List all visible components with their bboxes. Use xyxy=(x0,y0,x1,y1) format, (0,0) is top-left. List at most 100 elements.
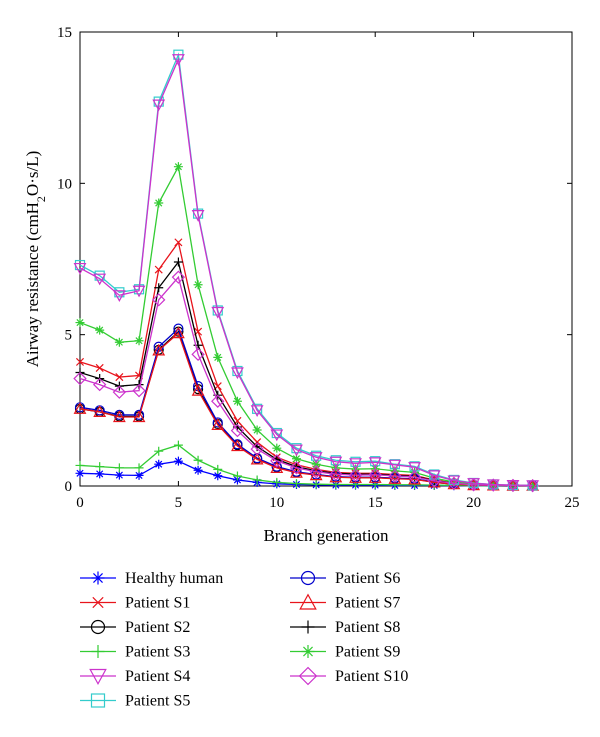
data-point-marker xyxy=(173,257,183,267)
data-point-marker xyxy=(132,383,146,398)
data-point-marker xyxy=(191,210,205,222)
data-point-marker xyxy=(298,666,318,686)
data-point-marker xyxy=(271,427,282,439)
data-point-marker xyxy=(427,470,441,483)
data-point-marker xyxy=(349,458,362,470)
data-point-marker xyxy=(171,326,185,339)
data-point-marker xyxy=(95,363,104,372)
series-group xyxy=(73,49,540,493)
data-point-marker xyxy=(132,285,146,298)
data-point-marker xyxy=(299,593,317,610)
data-point-marker xyxy=(231,439,244,452)
data-point-marker xyxy=(231,367,244,380)
data-point-marker xyxy=(154,446,164,456)
data-point-marker xyxy=(89,668,107,686)
data-point-marker xyxy=(329,456,343,469)
data-point-marker xyxy=(309,452,323,464)
x-axis-ticks: 0 5 10 15 20 25 xyxy=(76,32,580,511)
legend-item: Patient S6 xyxy=(290,570,400,587)
data-point-marker xyxy=(408,472,421,485)
data-point-marker xyxy=(152,343,166,356)
series-patient-s10 xyxy=(73,270,540,493)
data-point-marker xyxy=(92,596,104,609)
data-point-marker xyxy=(114,470,124,480)
data-point-marker xyxy=(114,463,124,473)
legend-item: Patient S3 xyxy=(80,644,190,661)
data-point-marker xyxy=(486,479,500,492)
x-tick-label: 5 xyxy=(175,495,183,511)
data-point-marker xyxy=(407,470,422,484)
data-point-marker xyxy=(193,465,203,475)
data-point-marker xyxy=(270,454,284,468)
data-point-marker xyxy=(193,280,203,290)
data-point-marker xyxy=(134,336,144,346)
data-point-marker xyxy=(154,283,164,293)
data-point-marker xyxy=(272,443,282,453)
data-point-marker xyxy=(112,385,127,399)
y-axis-label: Airway resistance (cmH2O·s/L) xyxy=(23,151,48,368)
data-point-marker xyxy=(212,305,223,316)
data-point-marker xyxy=(174,238,183,247)
data-point-marker xyxy=(75,460,85,470)
data-point-marker xyxy=(250,405,264,417)
legend-label: Patient S2 xyxy=(125,619,190,636)
legend-label: Patient S6 xyxy=(335,570,400,587)
data-point-marker xyxy=(212,417,223,428)
data-point-marker xyxy=(506,479,520,492)
series-line xyxy=(79,275,533,487)
data-point-marker xyxy=(388,472,402,484)
legend-item: Patient S10 xyxy=(290,666,408,686)
data-point-marker xyxy=(134,470,144,480)
data-point-marker xyxy=(291,443,302,454)
legend-label: Patient S8 xyxy=(335,619,400,636)
data-point-marker xyxy=(134,463,144,473)
y-tick-label: 0 xyxy=(65,479,73,495)
legend-item: Patient S1 xyxy=(80,595,190,612)
legend-label: Patient S4 xyxy=(125,668,190,685)
data-point-marker xyxy=(301,645,315,658)
legend-label: Patient S7 xyxy=(335,595,400,612)
x-tick-label: 0 xyxy=(76,495,84,511)
data-point-marker xyxy=(95,325,105,335)
data-point-marker xyxy=(75,357,85,366)
legend-item: Patient S9 xyxy=(290,644,400,661)
series-patient-s4 xyxy=(73,54,540,493)
data-point-marker xyxy=(526,480,540,493)
data-point-marker xyxy=(90,693,106,708)
legend-label: Patient S10 xyxy=(335,668,408,685)
data-point-marker xyxy=(132,410,146,423)
data-point-marker xyxy=(410,480,420,490)
data-point-marker xyxy=(348,468,363,482)
data-point-marker xyxy=(211,418,225,430)
data-point-marker xyxy=(301,620,315,634)
data-point-marker xyxy=(291,454,301,464)
data-point-marker xyxy=(114,337,124,347)
data-point-marker xyxy=(171,54,185,66)
legend-item: Patient S4 xyxy=(80,668,190,686)
data-point-marker xyxy=(73,371,87,386)
data-point-marker xyxy=(388,459,402,472)
data-point-marker xyxy=(173,456,183,466)
data-point-marker xyxy=(211,306,225,319)
data-point-marker xyxy=(350,456,361,467)
data-point-marker xyxy=(311,459,321,469)
data-point-marker xyxy=(213,471,223,481)
data-point-marker xyxy=(115,373,124,382)
data-point-marker xyxy=(230,423,245,438)
data-point-marker xyxy=(211,394,225,408)
data-point-marker xyxy=(232,365,243,377)
data-point-marker xyxy=(311,479,321,489)
data-point-marker xyxy=(93,273,107,286)
data-point-marker xyxy=(290,444,303,457)
legend-item: Patient S5 xyxy=(80,693,190,710)
data-point-marker xyxy=(250,452,264,465)
legend-item: Patient S2 xyxy=(80,619,190,636)
data-point-marker xyxy=(467,478,481,490)
data-point-marker xyxy=(91,645,105,658)
data-point-marker xyxy=(154,265,163,274)
data-point-marker xyxy=(447,475,461,488)
data-point-marker xyxy=(213,464,223,474)
x-axis-label: Branch generation xyxy=(263,526,389,545)
data-point-marker xyxy=(154,198,164,208)
